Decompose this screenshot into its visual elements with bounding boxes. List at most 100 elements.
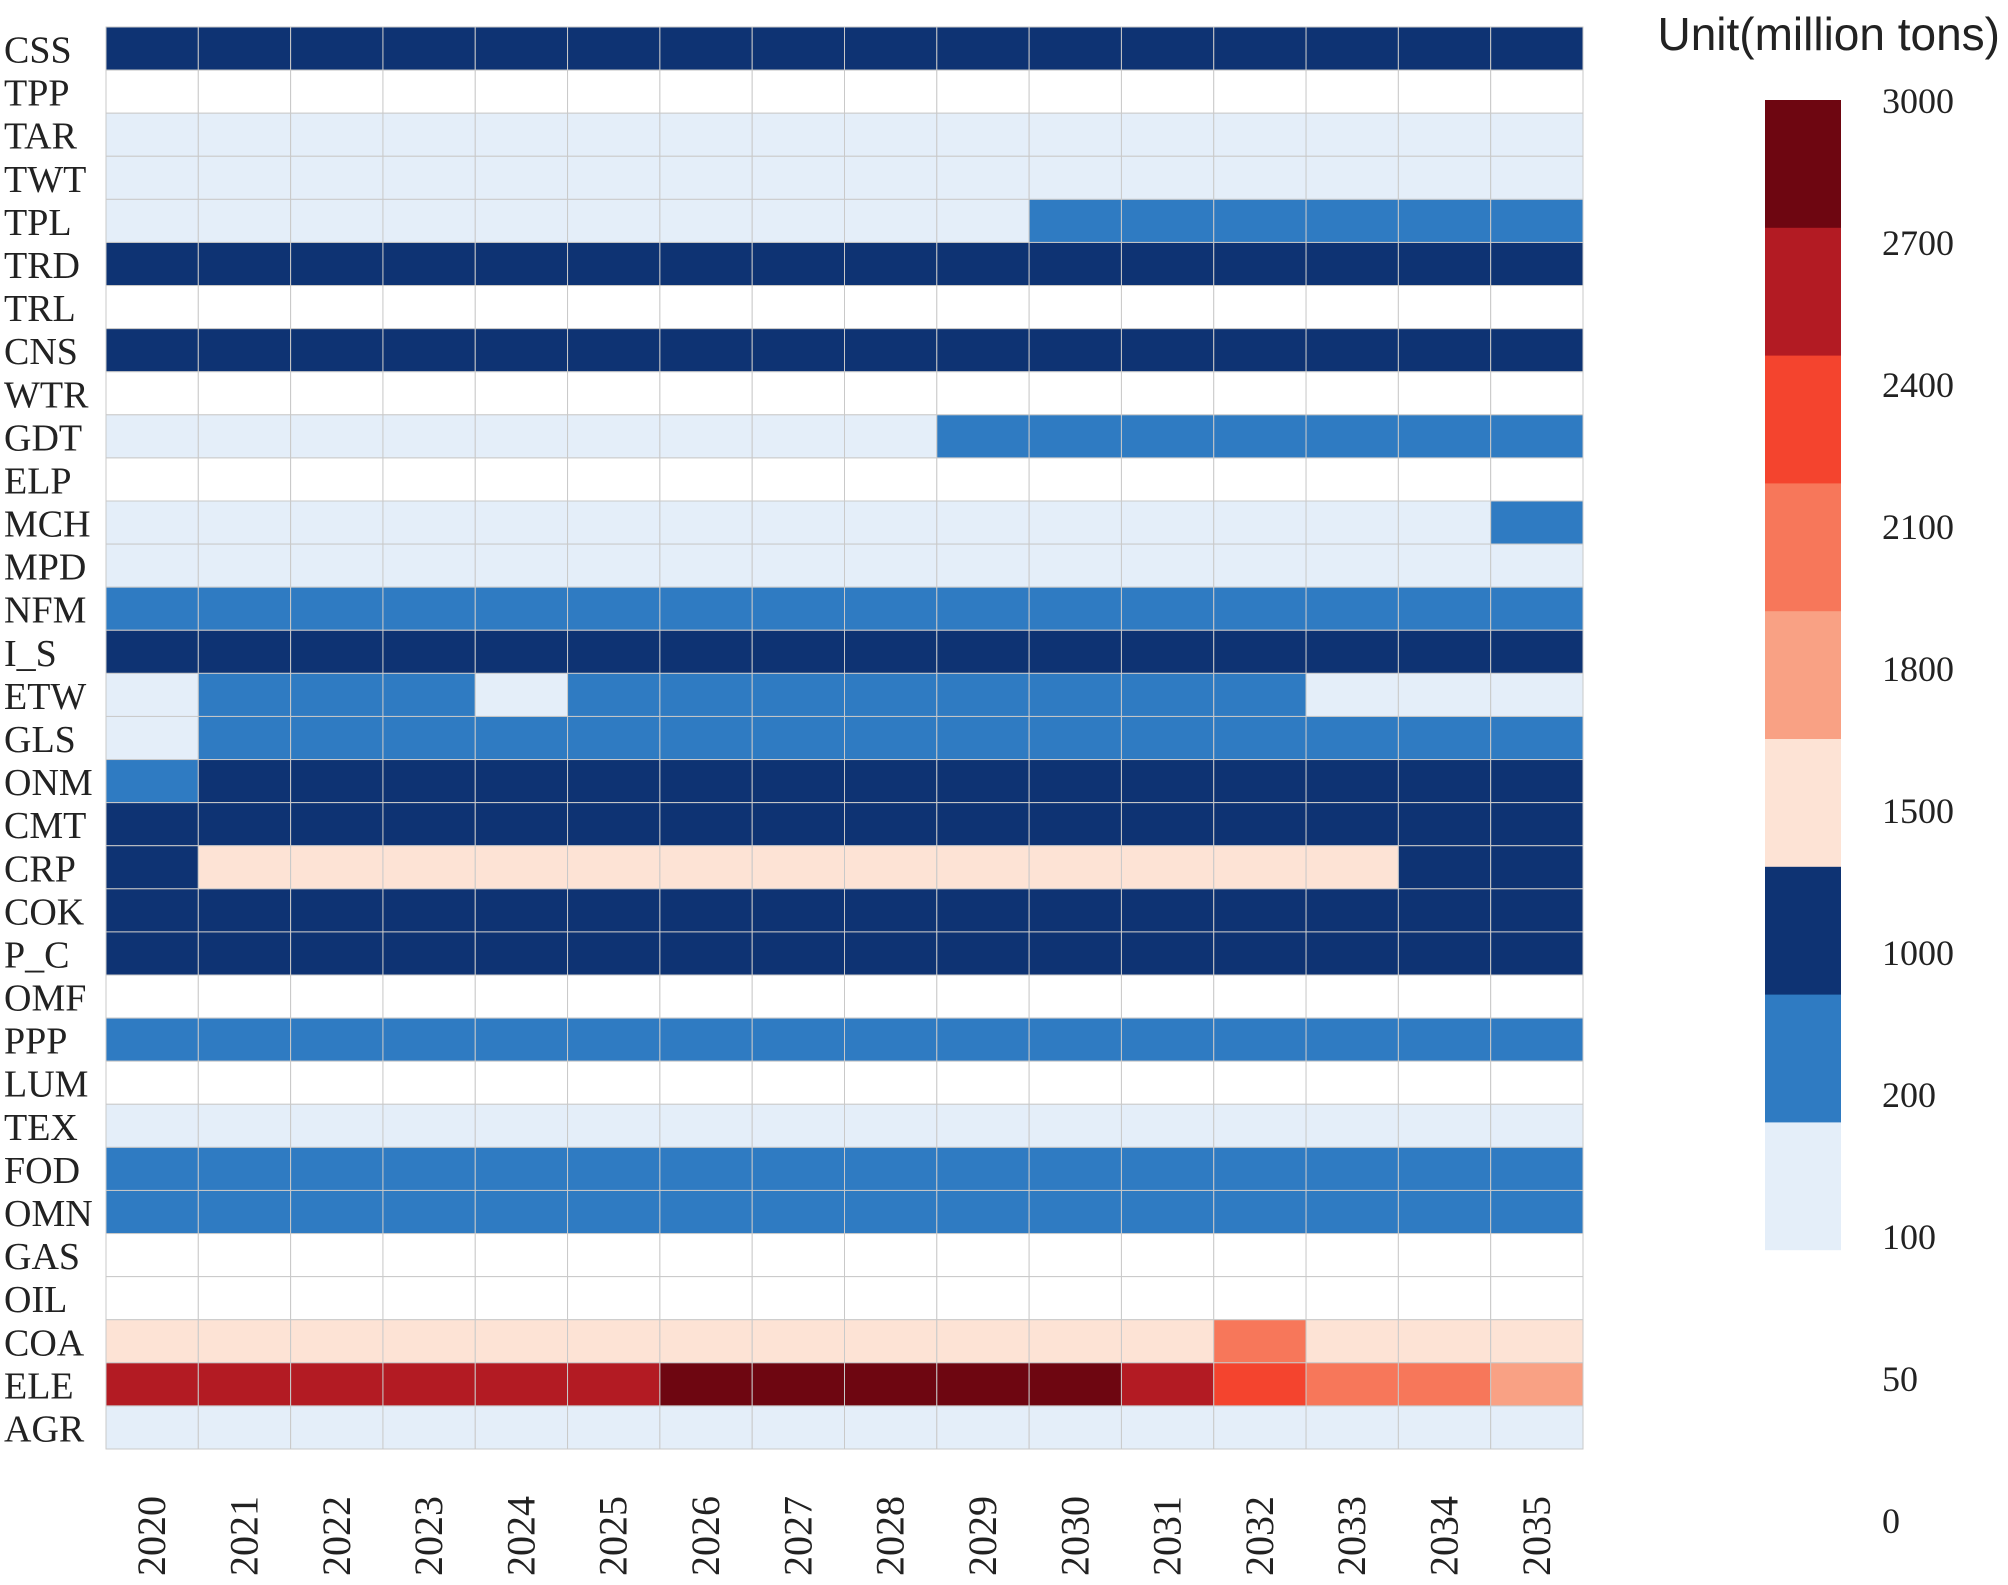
y-tick-label: ONM [4, 762, 93, 804]
heatmap-cell-TEX-2021 [197, 1103, 292, 1148]
heatmap-cell-COA-2023 [382, 1319, 476, 1364]
heatmap-cell-GDT-2021 [197, 414, 292, 459]
heatmap-cell-GAS-2034 [1397, 1233, 1492, 1278]
heatmap-cell-CRP-2035 [1490, 845, 1584, 890]
y-tick-label: TPP [4, 73, 69, 115]
heatmap-cell-P_C-2031 [1120, 931, 1215, 976]
heatmap-cell-CNS-2035 [1490, 328, 1584, 373]
heatmap-cell-GAS-2029 [936, 1233, 1030, 1278]
heatmap-cell-TEX-2028 [844, 1103, 938, 1148]
heatmap-cell-FOD-2020 [105, 1146, 199, 1191]
y-tick-label: COA [4, 1322, 85, 1364]
heatmap-cell-CMT-2035 [1490, 802, 1584, 847]
heatmap-cells [105, 26, 1584, 1450]
colorbar-tick-label: 0 [1882, 1501, 1900, 1541]
heatmap-cell-ELE-2034 [1397, 1362, 1492, 1407]
heatmap-cell-GLS-2030 [1028, 715, 1122, 761]
heatmap-cell-MPD-2027 [751, 543, 845, 588]
heatmap-cell-TWT-2032 [1213, 155, 1307, 200]
heatmap-cell-CNS-2029 [936, 328, 1030, 373]
heatmap-cell-TRL-2020 [105, 285, 199, 330]
heatmap-cell-TRL-2024 [474, 285, 569, 330]
heatmap-cell-GDT-2023 [382, 414, 476, 459]
heatmap-cell-AGR-2030 [1028, 1405, 1122, 1450]
heatmap-cell-CMT-2025 [567, 802, 661, 847]
heatmap-cell-TEX-2034 [1397, 1103, 1492, 1148]
heatmap-cell-P_C-2021 [197, 931, 292, 976]
heatmap-cell-LUM-2035 [1490, 1060, 1584, 1105]
heatmap-cell-TEX-2027 [751, 1103, 845, 1148]
heatmap-cell-I_S-2027 [751, 629, 845, 674]
heatmap-cell-OIL-2024 [474, 1276, 569, 1321]
y-tick-label: GDT [4, 417, 82, 459]
colorbar-tick-label: 1000 [1882, 933, 1954, 973]
colorbar-legend: Unit(million tons) 3000 2700 2400 2100 1800 15… [1657, 8, 2000, 1541]
heatmap-cell-GDT-2026 [659, 414, 753, 459]
heatmap-cell-ELE-2021 [197, 1362, 292, 1407]
heatmap-cell-AGR-2032 [1213, 1405, 1307, 1450]
heatmap-cell-MCH-2023 [382, 500, 476, 545]
heatmap-cell-MPD-2023 [382, 543, 476, 588]
heatmap-cell-PPP-2025 [567, 1017, 661, 1062]
heatmap-cell-LUM-2028 [844, 1060, 938, 1105]
heatmap-cell-CMT-2024 [474, 802, 569, 847]
heatmap-cell-LUM-2026 [659, 1060, 753, 1105]
heatmap-cell-GDT-2025 [567, 414, 661, 459]
heatmap-cell-AGR-2025 [567, 1405, 661, 1450]
heatmap-cell-ONM-2032 [1213, 759, 1307, 804]
heatmap-cell-CRP-2026 [659, 845, 753, 890]
x-tick-label: 2024 [498, 1496, 543, 1576]
heatmap-cell-CNS-2031 [1120, 328, 1215, 373]
heatmap-cell-PPP-2029 [936, 1017, 1030, 1062]
heatmap-cell-PPP-2023 [382, 1017, 476, 1062]
heatmap-cell-P_C-2033 [1305, 931, 1399, 976]
heatmap-cell-TWT-2022 [290, 155, 384, 200]
heatmap-cell-ELE-2023 [382, 1362, 476, 1407]
heatmap-cell-TAR-2033 [1305, 112, 1399, 157]
heatmap-cell-ONM-2026 [659, 759, 753, 804]
colorbar-tick-label: 3000 [1882, 81, 1954, 121]
heatmap-cell-ELE-2022 [290, 1362, 384, 1407]
heatmap-cell-GLS-2029 [936, 715, 1030, 761]
heatmap-cell-NFM-2021 [197, 586, 292, 631]
heatmap-cell-ONM-2030 [1028, 759, 1122, 804]
heatmap-cell-OMF-2025 [567, 974, 661, 1019]
heatmap-cell-TPP-2035 [1490, 69, 1584, 114]
heatmap-cell-TAR-2026 [659, 112, 753, 157]
heatmap-cell-MPD-2028 [844, 543, 938, 588]
heatmap-cell-GLS-2020 [105, 715, 199, 761]
heatmap-cell-NFM-2031 [1120, 586, 1215, 631]
heatmap-cell-COK-2028 [844, 888, 938, 933]
heatmap-cell-FOD-2023 [382, 1146, 476, 1191]
x-tick-label: 2035 [1514, 1496, 1559, 1576]
x-tick-label: 2020 [129, 1496, 174, 1576]
heatmap-cell-TRD-2035 [1490, 241, 1584, 287]
heatmap-cell-TPL-2032 [1213, 198, 1307, 243]
heatmap-cell-COA-2029 [936, 1319, 1030, 1364]
heatmap-cell-CNS-2032 [1213, 328, 1307, 373]
heatmap-cell-NFM-2020 [105, 586, 199, 631]
heatmap-cell-GLS-2026 [659, 715, 753, 761]
heatmap-cell-TWT-2029 [936, 155, 1030, 200]
heatmap-cell-TAR-2027 [751, 112, 845, 157]
heatmap-cell-COA-2035 [1490, 1319, 1584, 1364]
heatmap-cell-P_C-2035 [1490, 931, 1584, 976]
heatmap-cell-CSS-2027 [751, 26, 845, 71]
heatmap-cell-TWT-2027 [751, 155, 845, 200]
heatmap-cell-CMT-2031 [1120, 802, 1215, 847]
heatmap-cell-NFM-2023 [382, 586, 476, 631]
heatmap-cell-I_S-2033 [1305, 629, 1399, 674]
heatmap-cell-OIL-2035 [1490, 1276, 1584, 1321]
heatmap-cell-COK-2035 [1490, 888, 1584, 933]
heatmap-cell-TPL-2020 [105, 198, 199, 243]
heatmap-cell-TWT-2033 [1305, 155, 1399, 200]
heatmap-cell-CSS-2026 [659, 26, 753, 71]
heatmap-cell-WTR-2034 [1397, 371, 1492, 416]
heatmap-cell-OMN-2031 [1120, 1189, 1215, 1235]
heatmap-cell-TWT-2030 [1028, 155, 1122, 200]
heatmap-cell-OMF-2021 [197, 974, 292, 1019]
heatmap-cell-FOD-2026 [659, 1146, 753, 1191]
heatmap-cell-WTR-2029 [936, 371, 1030, 416]
heatmap-cell-TEX-2032 [1213, 1103, 1307, 1148]
